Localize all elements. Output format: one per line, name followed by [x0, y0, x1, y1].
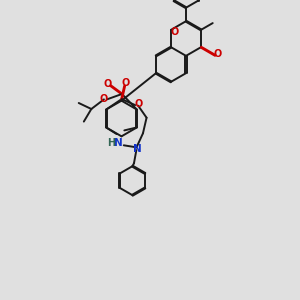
Text: O: O — [103, 79, 112, 89]
Text: O: O — [99, 94, 107, 104]
Text: O: O — [121, 78, 129, 88]
Text: O: O — [214, 49, 222, 59]
Text: O: O — [135, 99, 143, 109]
Text: N: N — [113, 138, 122, 148]
Text: N: N — [133, 144, 141, 154]
Text: H: H — [107, 138, 116, 148]
Text: O: O — [170, 27, 179, 37]
